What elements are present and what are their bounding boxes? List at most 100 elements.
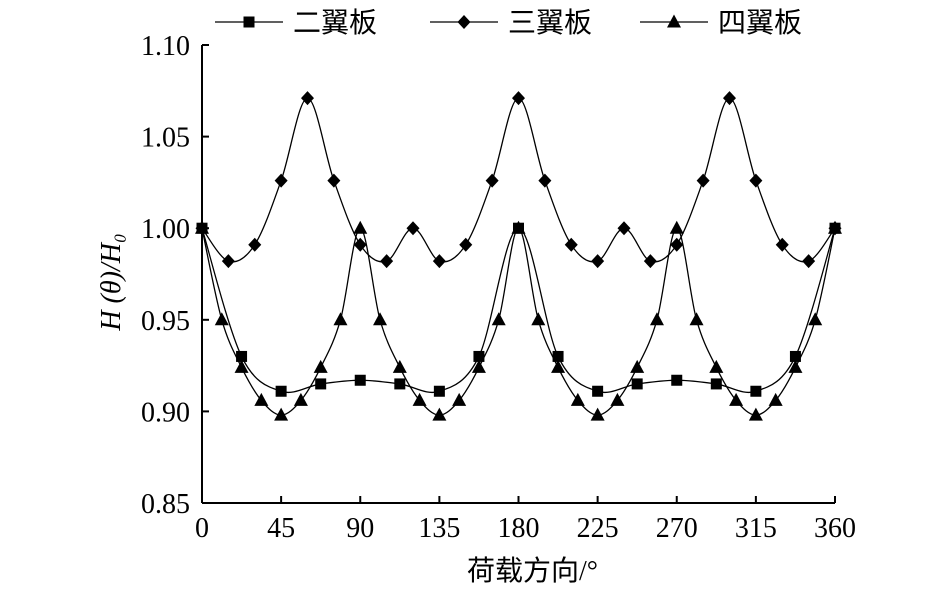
data-point-square (433, 385, 445, 397)
data-point-diamond (380, 254, 394, 269)
data-point-diamond (538, 173, 552, 188)
data-point-diamond (591, 254, 605, 269)
y-tick-label: 0.90 (141, 397, 190, 428)
legend-label-3: 四翼板 (718, 7, 802, 39)
data-point-square (750, 385, 762, 397)
legend-marker-square (243, 16, 255, 28)
data-point-diamond (802, 254, 816, 269)
y-tick-label: 1.10 (141, 31, 190, 62)
data-point-triangle (630, 359, 645, 373)
data-point-triangle (531, 312, 546, 326)
series-1 (196, 222, 841, 397)
data-point-triangle (452, 392, 467, 406)
data-point-diamond (301, 91, 314, 106)
data-point-triangle (788, 359, 803, 373)
data-point-triangle (709, 359, 724, 373)
legend-marker-diamond (457, 15, 471, 29)
series-line-2 (201, 97, 836, 263)
legend-item-2: 三翼板 (430, 7, 592, 39)
x-tick-label: 90 (346, 513, 374, 544)
data-point-diamond (749, 173, 763, 188)
x-axis-label: 荷载方向/° (467, 555, 598, 587)
data-point-triangle (590, 407, 605, 421)
series-line-1 (201, 227, 836, 393)
legend: 二翼板 三翼板 四翼板 (215, 7, 802, 39)
y-tick-label: 0.95 (141, 306, 190, 337)
data-point-triangle (551, 359, 566, 373)
data-point-triangle (768, 392, 783, 406)
data-point-square (315, 378, 327, 390)
data-point-square (592, 385, 604, 397)
data-point-triangle (254, 392, 269, 406)
data-point-diamond (723, 91, 736, 106)
data-point-diamond (406, 221, 420, 236)
legend-label-2: 三翼板 (508, 7, 592, 39)
data-point-triangle (808, 312, 823, 326)
series-2 (195, 91, 842, 269)
data-point-square (354, 374, 366, 386)
data-point-triangle (392, 359, 407, 373)
data-point-square (552, 350, 564, 362)
data-point-square (394, 378, 406, 390)
data-point-square (789, 350, 801, 362)
x-tick-label: 360 (814, 513, 856, 544)
data-point-triangle (491, 312, 506, 326)
data-point-triangle (748, 407, 763, 421)
series-3 (195, 220, 842, 421)
x-tick-label: 225 (577, 513, 619, 544)
data-point-triangle (333, 312, 348, 326)
y-tick-label: 1.00 (141, 214, 190, 245)
data-point-square (473, 350, 485, 362)
data-point-triangle (293, 392, 308, 406)
data-point-diamond (670, 237, 684, 252)
data-point-square (671, 374, 683, 386)
data-point-square (631, 378, 643, 390)
data-point-diamond (485, 173, 499, 188)
data-point-triangle (432, 407, 447, 421)
data-point-diamond (643, 254, 657, 269)
data-point-triangle (649, 312, 664, 326)
y-axis-label: H (θ)/H₀ (96, 233, 127, 331)
data-point-diamond (432, 254, 446, 269)
data-point-diamond (353, 237, 367, 252)
x-tick-label: 180 (498, 513, 540, 544)
x-tick-label: 315 (735, 513, 777, 544)
data-point-diamond (274, 173, 288, 188)
data-point-triangle (214, 312, 229, 326)
data-point-triangle (471, 359, 486, 373)
data-point-triangle (729, 392, 744, 406)
legend-marker-triangle (667, 14, 681, 28)
data-point-diamond (512, 91, 525, 106)
y-tick-label: 1.05 (141, 123, 190, 154)
data-point-square (275, 385, 287, 397)
data-point-triangle (570, 392, 585, 406)
axes: 0 45 90 135 180 225 270 315 360 0.85 0.90 0.95 1.00… (141, 31, 856, 544)
data-point-triangle (412, 392, 427, 406)
data-point-diamond (564, 237, 578, 252)
data-point-diamond (327, 173, 341, 188)
data-point-triangle (669, 220, 684, 234)
data-point-triangle (511, 220, 526, 234)
legend-item-3: 四翼板 (640, 7, 802, 39)
x-tick-label: 0 (195, 513, 209, 544)
data-point-diamond (459, 237, 473, 252)
data-point-triangle (353, 220, 368, 234)
data-point-triangle (828, 220, 842, 234)
x-tick-label: 270 (656, 513, 698, 544)
data-point-triangle (274, 407, 289, 421)
data-point-triangle (234, 359, 249, 373)
series-layer (195, 91, 842, 421)
data-point-triangle (610, 392, 625, 406)
data-point-diamond (696, 173, 710, 188)
data-point-diamond (617, 221, 631, 236)
y-tick-label: 0.85 (141, 489, 190, 520)
legend-label-1: 二翼板 (293, 7, 377, 39)
data-point-triangle (689, 312, 704, 326)
legend-item-1: 二翼板 (215, 7, 377, 39)
series-line-3 (201, 227, 836, 416)
data-point-square (236, 350, 248, 362)
data-point-diamond (221, 254, 235, 269)
data-point-diamond (248, 237, 262, 252)
x-tick-label: 135 (418, 513, 460, 544)
